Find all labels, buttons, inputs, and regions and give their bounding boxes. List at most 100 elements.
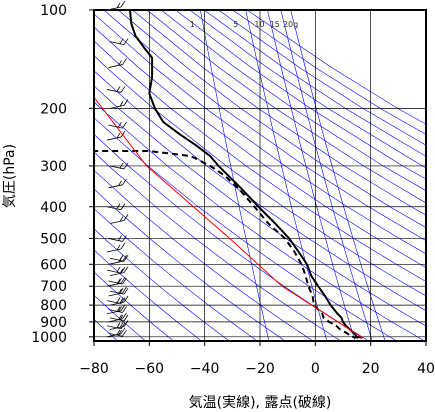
wind-barb-shaft (108, 64, 123, 68)
wind-barb-flag (119, 255, 124, 261)
wind-barb (106, 242, 126, 253)
wind-barb-flag (120, 242, 126, 250)
parcel-line (94, 96, 363, 339)
wind-barb-flag (116, 203, 121, 209)
wind-barb (106, 130, 126, 141)
y-tick-label: 600 (40, 257, 67, 273)
dry-adiabat (94, 271, 174, 341)
wind-barb (106, 0, 126, 11)
mixing-ratio-label: 20g (283, 20, 298, 29)
wind-barb-shaft (106, 269, 122, 274)
y-tick-label: 400 (40, 200, 67, 216)
wind-barb-flag (116, 86, 121, 92)
wind-barb (106, 203, 126, 211)
y-tick-label: 1000 (31, 330, 67, 346)
dry-adiabat (132, 10, 426, 216)
dry-adiabat (203, 10, 426, 157)
wind-barb-shaft (108, 332, 123, 337)
wind-barb-flag (120, 0, 126, 8)
x-axis-title: 気温(実線), 露点(破線) (189, 395, 332, 411)
wind-barb-flag (120, 86, 126, 93)
wind-barb (108, 58, 127, 68)
wind-barb-shaft (109, 257, 125, 262)
wind-barb (106, 322, 126, 330)
mixing-ratio-label: 1 (190, 20, 195, 29)
wind-barb-flag (122, 58, 127, 65)
wind-barb-flag (122, 329, 127, 337)
wind-barb-shaft (106, 136, 122, 141)
axis-ticks: −80 −60 −40 −20 0 20 40 100 200 300 400 500 600 700 80… (31, 3, 435, 377)
wind-barb-flag (119, 287, 124, 294)
wind-barb-flag (118, 180, 122, 187)
wind-barb-flag (122, 286, 127, 294)
wind-barb-flag (123, 162, 129, 170)
wind-barb-flag (122, 277, 127, 285)
x-tick-label: −40 (190, 361, 220, 377)
y-tick-label: 500 (40, 231, 67, 247)
dry-adiabat (160, 10, 426, 192)
wind-barb-flag (120, 276, 126, 284)
wind-barb-flag (123, 255, 129, 262)
wind-barb-flag (116, 132, 121, 139)
wind-barb (109, 287, 129, 295)
wind-barb-flag (122, 255, 127, 262)
wind-barb-flag (123, 295, 129, 303)
wind-barb-flag (123, 214, 129, 221)
wind-barb-flag (119, 38, 124, 44)
dry-adiabat (189, 10, 426, 169)
wind-barb-flag (119, 101, 124, 107)
wind-barb-flag (116, 266, 121, 273)
wind-barb (108, 277, 127, 285)
y-tick-label: 100 (40, 3, 67, 19)
wind-barb-shaft (108, 260, 123, 265)
dewpoint-line (94, 150, 359, 339)
mixing-ratio-labels: 1 5 10 15 20g (190, 20, 298, 29)
dry-adiabat (246, 10, 426, 125)
wind-barb-flag (118, 330, 122, 336)
wind-barb (108, 178, 127, 189)
wind-barb-flag (119, 297, 124, 304)
wind-barb-flag (118, 277, 122, 284)
wind-barb-flag (116, 297, 121, 303)
wind-barb-flag (116, 2, 121, 9)
wind-barb-flag (122, 306, 127, 313)
wind-barb-shaft (109, 104, 125, 109)
wind-barb (109, 99, 129, 109)
wind-barb-flag (123, 266, 129, 273)
mixing-ratio-label: 10 (254, 20, 264, 29)
wind-barb-flag (120, 304, 126, 311)
wind-barb-flag (123, 38, 129, 45)
wind-barb-flag (118, 306, 122, 312)
wind-barb-flag (123, 287, 129, 295)
wind-barb (106, 266, 126, 274)
wind-barb (106, 297, 126, 305)
wind-barb (109, 38, 129, 46)
dry-adiabat (117, 10, 426, 229)
wind-barb-shaft (109, 290, 125, 295)
wind-barb-flag (116, 306, 121, 312)
wind-barb-flag (120, 203, 126, 210)
y-tick-label: 300 (40, 159, 67, 175)
wind-barb-flag (118, 121, 122, 128)
wind-barb-shaft (109, 165, 125, 170)
wind-barb (108, 329, 127, 337)
wind-barb-flag (119, 314, 124, 321)
grid-lines (94, 10, 426, 341)
wind-barb (109, 214, 129, 224)
wind-barb-flag (118, 60, 122, 66)
wind-barb-shaft (106, 300, 122, 305)
wind-barb-shaft (109, 41, 125, 46)
wind-barb-shaft (109, 220, 125, 224)
wind-barb-shaft (108, 309, 123, 313)
y-tick-label: 900 (40, 315, 67, 331)
wind-barb-flag (120, 327, 126, 335)
wind-barb-flag (120, 266, 126, 274)
wind-barb-flag (123, 320, 129, 327)
wind-barb-flag (122, 312, 127, 320)
wind-barb-flag (123, 99, 129, 106)
wind-barb-shaft (109, 272, 125, 277)
wind-barb-shaft (106, 89, 122, 93)
wind-barb-shaft (109, 317, 125, 322)
wind-barb-flag (118, 314, 122, 321)
